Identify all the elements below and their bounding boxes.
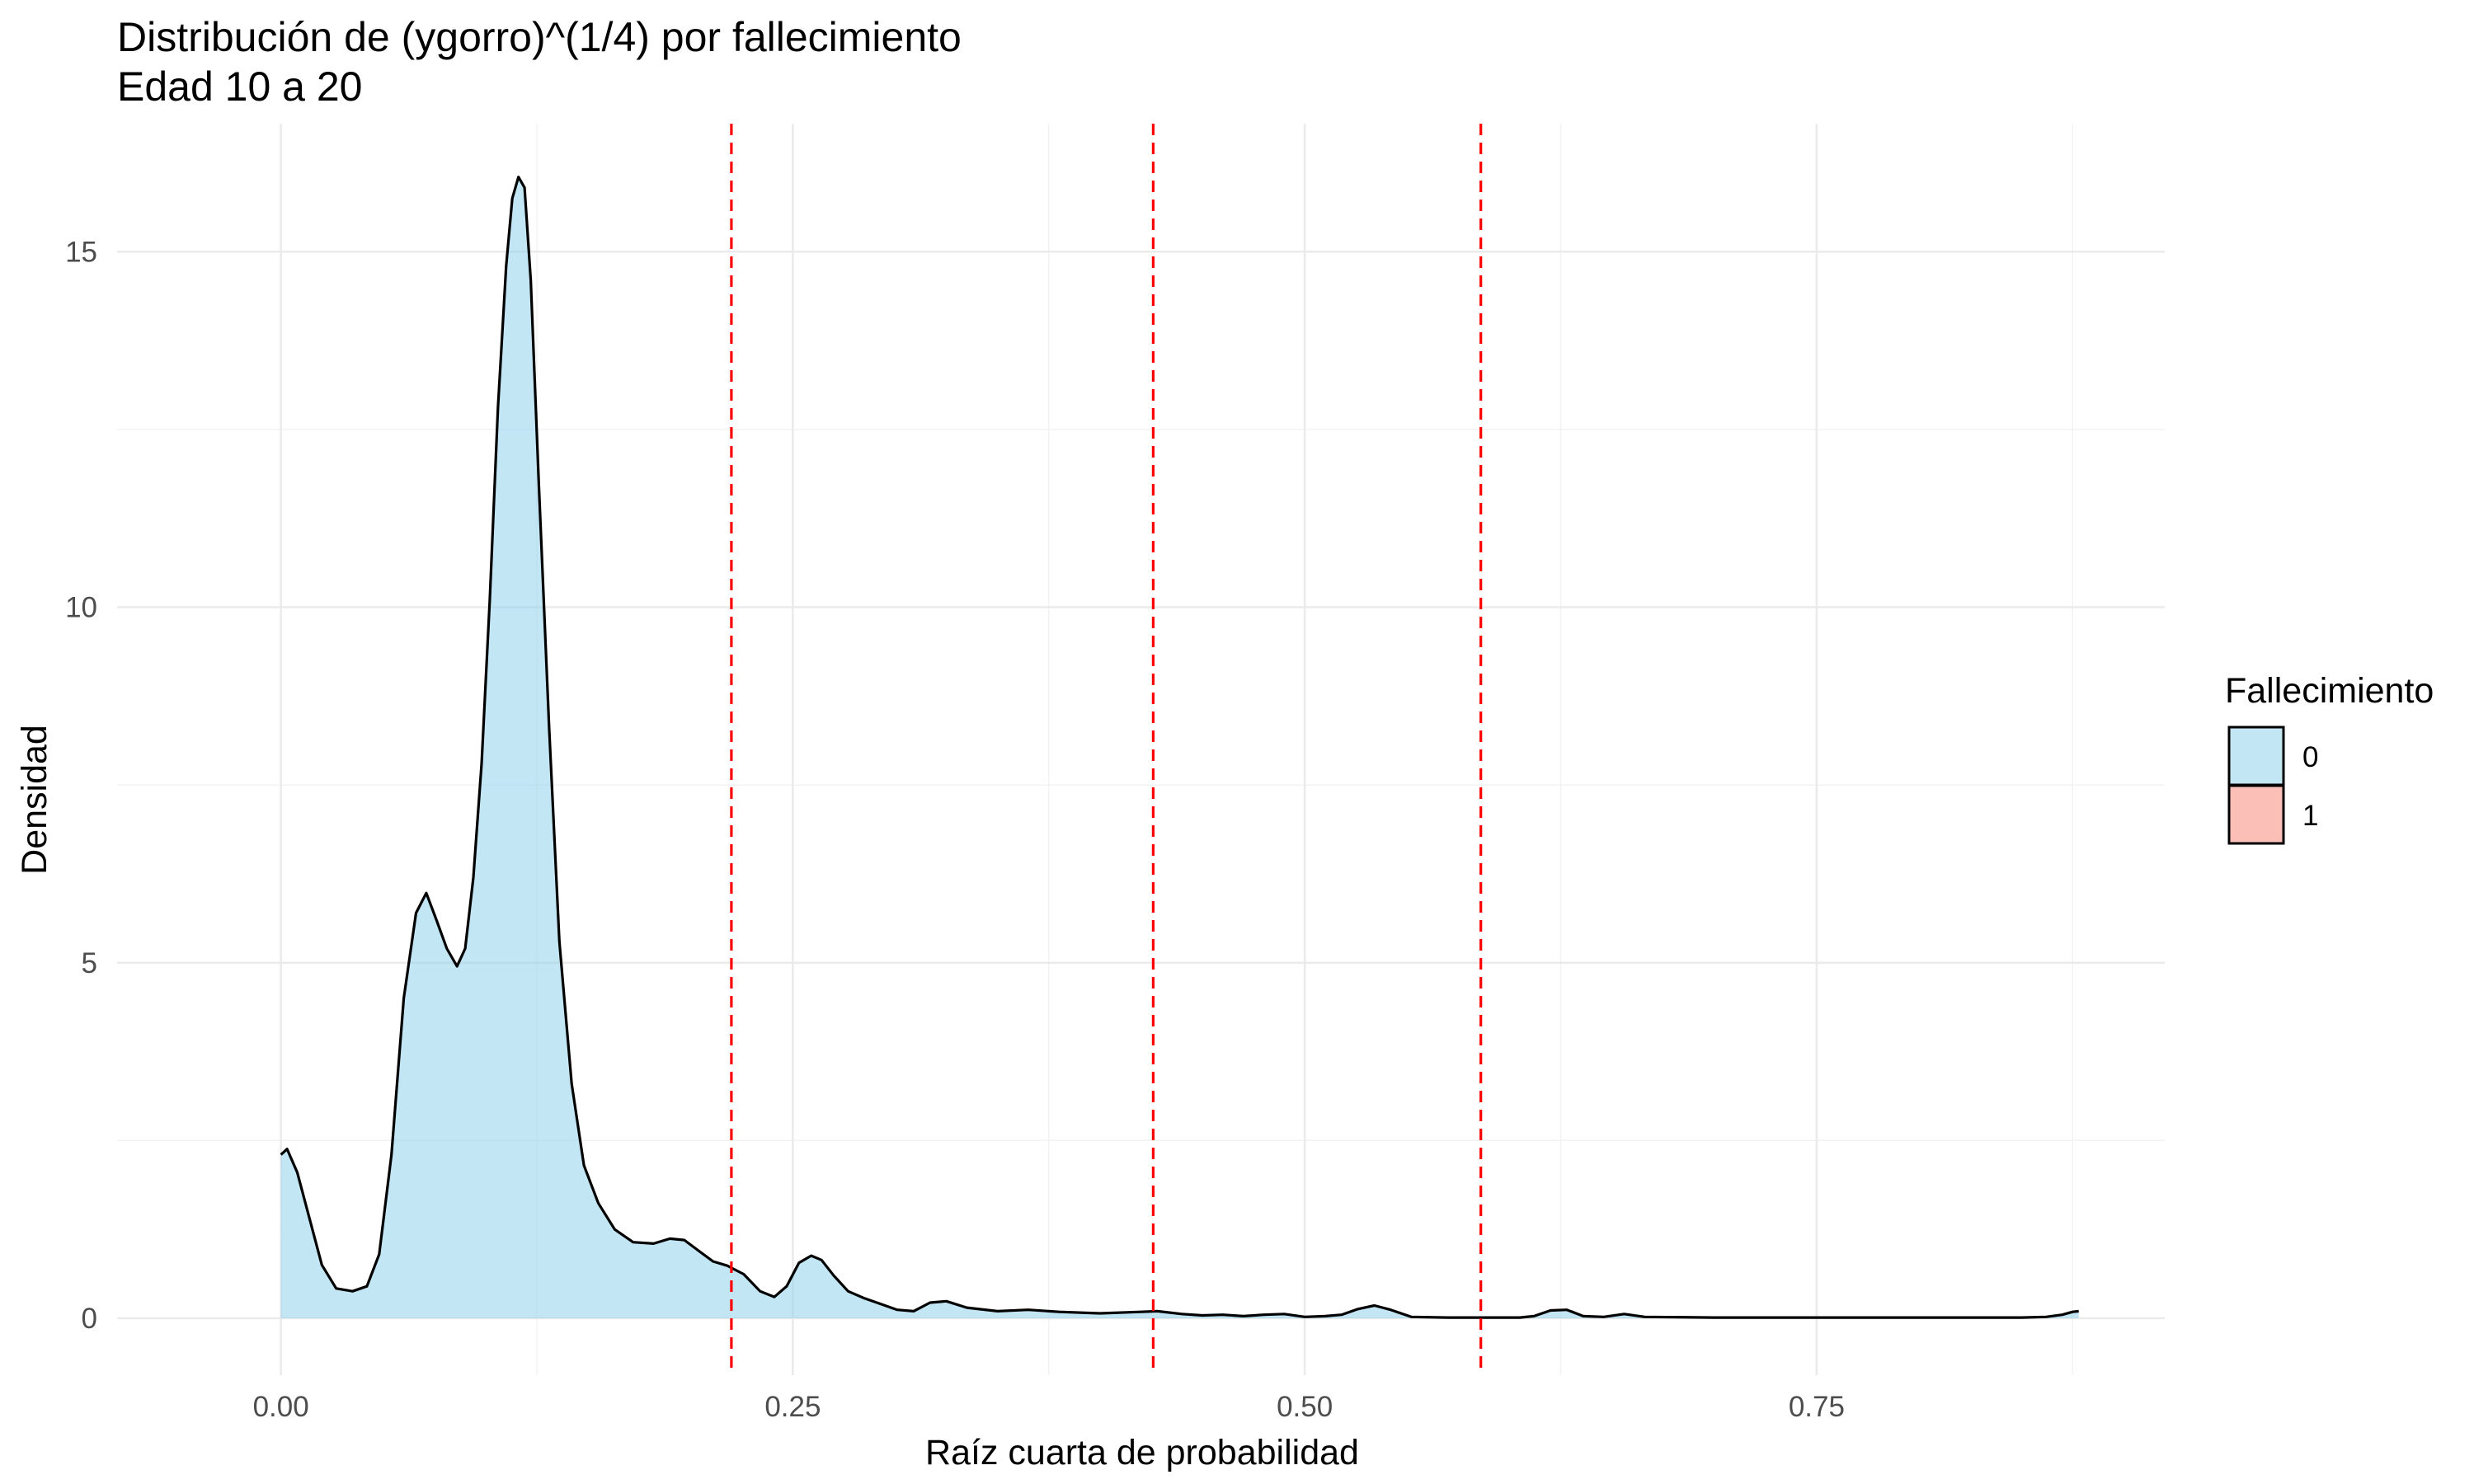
legend-title: Fallecimiento	[2225, 671, 2434, 711]
legend-label-0: 0	[2302, 741, 2318, 773]
x-axis-title: Raíz cuarta de probabilidad	[925, 1433, 1359, 1472]
y-tick-label: 15	[65, 236, 97, 268]
x-tick-label: 0.00	[253, 1391, 309, 1423]
density-area-0	[280, 176, 2079, 1319]
legend-key-1	[2227, 784, 2285, 845]
legend: Fallecimiento 0 1	[2225, 671, 2434, 845]
legend-key-0	[2227, 726, 2285, 787]
y-tick-label: 10	[65, 592, 97, 624]
x-tick-label: 0.25	[764, 1391, 821, 1423]
x-axis-ticks: 0.00 0.25 0.50 0.75	[253, 1391, 1845, 1423]
density-series	[280, 176, 2079, 1319]
x-tick-label: 0.50	[1277, 1391, 1333, 1423]
y-axis-title: Densidad	[15, 725, 54, 875]
chart-subtitle: Edad 10 a 20	[117, 63, 363, 110]
y-tick-label: 0	[82, 1303, 97, 1335]
chart-title: Distribución de (ygorro)^(1/4) por falle…	[117, 14, 962, 60]
density-line-0	[280, 176, 2079, 1319]
threshold-lines	[730, 124, 1483, 1375]
y-tick-label: 5	[82, 947, 97, 979]
x-tick-label: 0.75	[1789, 1391, 1845, 1423]
y-axis-ticks: 0 5 10 15	[65, 236, 97, 1335]
legend-label-1: 1	[2302, 800, 2318, 832]
